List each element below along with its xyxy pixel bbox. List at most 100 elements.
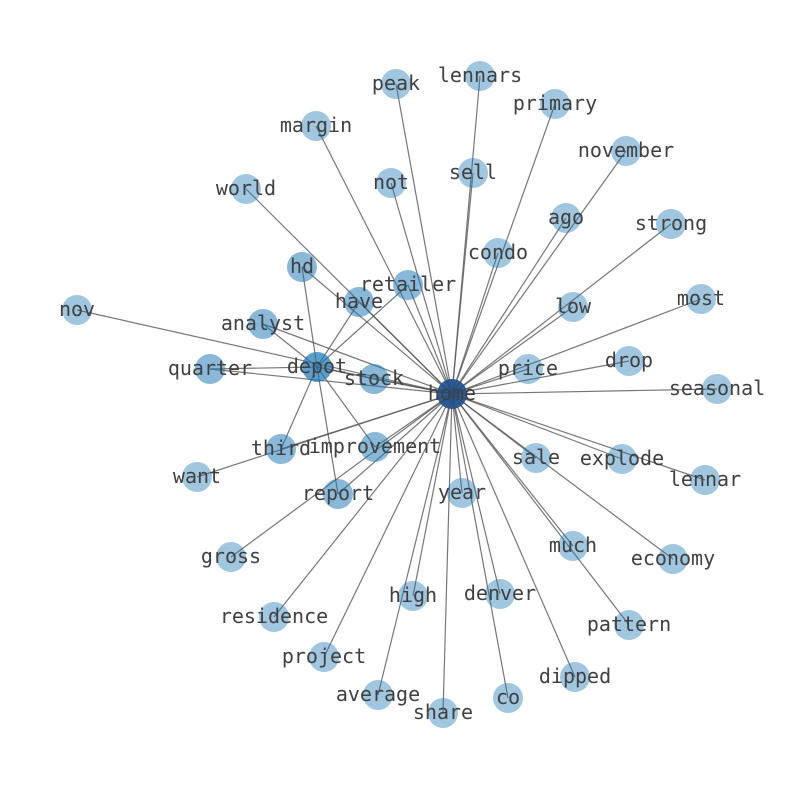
edge-home-drop	[451, 360, 630, 395]
edge-home-peak	[395, 83, 453, 395]
node-pattern[interactable]	[614, 610, 644, 640]
node-label-sell: sell	[449, 160, 497, 184]
node-label-share: share	[413, 700, 473, 724]
edge-depot-retailer	[316, 284, 409, 368]
node-label-third: third	[251, 436, 311, 460]
node-share[interactable]	[428, 698, 458, 728]
node-price[interactable]	[513, 354, 543, 384]
node-ago[interactable]	[551, 203, 581, 233]
edge-home-nov	[76, 309, 453, 395]
node-project[interactable]	[309, 642, 339, 672]
labels-layer: home depot peak lennars primary margin novembe…	[59, 63, 765, 724]
edge-home-want	[196, 393, 453, 478]
edge-home-co	[451, 393, 509, 699]
edge-home-high	[412, 393, 453, 597]
node-label-lennar: lennar	[669, 467, 741, 491]
node-not[interactable]	[376, 168, 406, 198]
node-label-not: not	[373, 170, 409, 194]
node-label-lennars: lennars	[438, 63, 522, 87]
node-quarter[interactable]	[195, 354, 225, 384]
edge-home-denver	[451, 393, 501, 595]
node-year[interactable]	[447, 478, 477, 508]
node-strong[interactable]	[656, 209, 686, 239]
node-label-high: high	[389, 583, 437, 607]
node-label-seasonal: seasonal	[669, 376, 765, 400]
node-hd[interactable]	[287, 252, 317, 282]
node-label-much: much	[549, 533, 597, 557]
node-have[interactable]	[344, 287, 374, 317]
node-label-most: most	[677, 286, 725, 310]
node-gross[interactable]	[216, 542, 246, 572]
edge-home-quarter	[209, 368, 453, 395]
node-depot[interactable]	[302, 352, 332, 382]
node-label-margin: margin	[280, 113, 352, 137]
edge-home-explode	[451, 393, 623, 460]
edge-home-gross	[230, 393, 453, 558]
node-world[interactable]	[231, 174, 261, 204]
node-november[interactable]	[611, 136, 641, 166]
edge-home-condo	[451, 252, 499, 395]
node-home[interactable]	[437, 379, 467, 409]
edge-home-average	[377, 393, 453, 696]
node-label-drop: drop	[605, 348, 653, 372]
node-lennars[interactable]	[465, 61, 495, 91]
node-denver[interactable]	[485, 579, 515, 609]
node-sale[interactable]	[521, 443, 551, 473]
node-high[interactable]	[398, 581, 428, 611]
node-residence[interactable]	[259, 602, 289, 632]
node-drop[interactable]	[614, 346, 644, 376]
node-dipped[interactable]	[560, 662, 590, 692]
node-want[interactable]	[182, 462, 212, 492]
node-label-project: project	[282, 644, 366, 668]
node-label-have: have	[335, 289, 383, 313]
edge-home-retailer	[407, 284, 453, 395]
node-margin[interactable]	[301, 111, 331, 141]
node-label-quarter: quarter	[168, 356, 252, 380]
node-label-hd: hd	[290, 254, 314, 278]
node-label-peak: peak	[372, 71, 420, 95]
edge-home-report	[337, 393, 453, 495]
node-label-ago: ago	[548, 205, 584, 229]
node-label-stock: stock	[344, 366, 404, 390]
node-economy[interactable]	[658, 544, 688, 574]
node-label-co: co	[496, 685, 520, 709]
edge-home-pattern	[451, 393, 630, 626]
node-label-primary: primary	[513, 91, 597, 115]
node-co[interactable]	[493, 683, 523, 713]
edge-depot-quarter	[209, 366, 318, 370]
node-improvement[interactable]	[360, 432, 390, 462]
node-most[interactable]	[686, 284, 716, 314]
node-label-gross: gross	[201, 544, 261, 568]
node-label-improvement: improvement	[309, 434, 441, 458]
edge-home-lennar	[451, 393, 706, 481]
edge-home-hd	[301, 266, 453, 395]
node-peak[interactable]	[381, 69, 411, 99]
node-primary[interactable]	[540, 89, 570, 119]
node-stock[interactable]	[359, 364, 389, 394]
node-condo[interactable]	[483, 238, 513, 268]
edge-home-share	[442, 393, 453, 714]
node-much[interactable]	[558, 531, 588, 561]
edge-home-strong	[451, 223, 672, 395]
node-low[interactable]	[558, 292, 588, 322]
node-label-sale: sale	[512, 445, 560, 469]
node-report[interactable]	[323, 479, 353, 509]
node-explode[interactable]	[607, 444, 637, 474]
node-nov[interactable]	[62, 295, 92, 325]
node-label-nov: nov	[59, 297, 95, 321]
node-third[interactable]	[266, 434, 296, 464]
edge-home-economy	[451, 393, 674, 560]
node-average[interactable]	[363, 680, 393, 710]
node-sell[interactable]	[458, 158, 488, 188]
node-seasonal[interactable]	[702, 374, 732, 404]
node-lennar[interactable]	[690, 465, 720, 495]
node-retailer[interactable]	[393, 270, 423, 300]
edge-home-sell	[451, 172, 474, 395]
node-label-low: low	[555, 294, 592, 318]
edge-home-year	[451, 393, 463, 494]
node-analyst[interactable]	[248, 309, 278, 339]
edge-home-margin	[315, 125, 453, 395]
node-label-strong: strong	[635, 211, 707, 235]
